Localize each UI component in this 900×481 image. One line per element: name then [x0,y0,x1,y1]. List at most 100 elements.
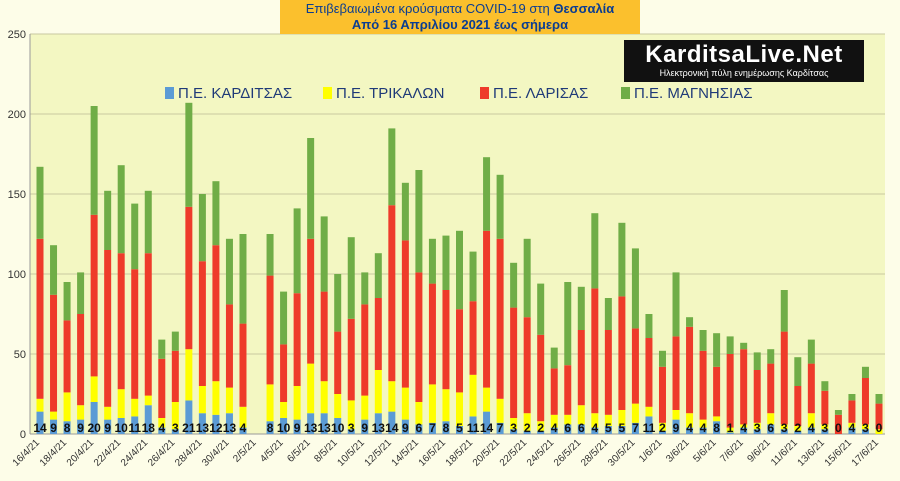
bar-larisa-29/4/21 [212,245,220,382]
bar-magnisia-8/6/21 [753,352,761,370]
bar-magnisia-11/5/21 [374,253,382,298]
data-label-18/5/21: 11 [467,421,480,435]
y-tick-label-250: 250 [8,29,26,41]
x-tick-label-5/6/21: 5/6/21 [691,437,719,465]
bar-larisa-2/6/21 [672,336,680,410]
x-tick-label-28/4/21: 28/4/21 [173,437,205,469]
data-label-3/5/21: 8 [267,421,274,435]
bar-trikala-7/5/21 [320,381,328,414]
bar-trikala-13/6/21 [821,424,829,430]
bar-larisa-6/6/21 [726,354,734,428]
bar-karditsa-18/5/21 [469,416,477,434]
bar-magnisia-26/5/21 [577,286,585,330]
bar-trikala-21/5/21 [510,418,518,430]
bar-karditsa-23/5/21 [537,430,545,434]
data-label-3/6/21: 4 [686,421,693,435]
bar-magnisia-31/5/21 [645,314,653,338]
data-label-4/5/21: 10 [277,421,291,435]
x-tick-label-11/6/21: 11/6/21 [769,437,800,468]
bar-magnisia-28/5/21 [604,298,612,330]
bar-larisa-21/5/21 [510,307,518,418]
data-label-17/4/21: 9 [50,421,57,435]
bar-larisa-20/4/21 [90,214,98,377]
bar-trikala-6/5/21 [307,363,315,414]
bar-karditsa-24/5/21 [550,427,558,434]
bar-karditsa-31/5/21 [645,416,653,434]
data-label-8/5/21: 10 [331,421,345,435]
x-tick-label-16/4/21: 16/4/21 [11,437,43,469]
bar-larisa-9/6/21 [767,363,775,414]
data-label-16/6/21: 3 [862,421,869,435]
bar-larisa-27/4/21 [185,206,193,350]
data-label-17/5/21: 5 [456,421,463,435]
legend-label-larisa: Π.Ε. ΛΑΡΙΣΑΣ [493,85,589,102]
x-tick-label-14/5/21: 14/5/21 [390,437,422,469]
bar-trikala-30/4/21 [225,387,233,414]
chart-title-line1: Επιβεβαιωμένα κρούσματα COVID-19 στη Θεσ… [280,1,640,17]
bar-magnisia-3/5/21 [266,234,274,276]
bar-trikala-16/6/21 [861,424,869,430]
bar-karditsa-21/5/21 [510,429,518,434]
bar-larisa-18/4/21 [63,320,71,393]
x-tick-label-22/4/21: 22/4/21 [92,437,124,469]
bar-magnisia-6/6/21 [726,336,734,354]
x-tick-label-6/5/21: 6/5/21 [285,437,313,465]
bar-trikala-3/6/21 [686,413,694,428]
x-tick-label-16/5/21: 16/5/21 [417,437,449,469]
bar-magnisia-5/6/21 [713,333,721,367]
bar-magnisia-17/4/21 [50,245,58,295]
bar-karditsa-10/5/21 [361,419,369,434]
bar-trikala-15/5/21 [428,384,436,423]
bar-larisa-22/5/21 [523,317,531,414]
bar-magnisia-13/5/21 [401,182,409,241]
bar-magnisia-15/6/21 [848,394,856,401]
bar-larisa-13/6/21 [821,390,829,425]
y-tick-label-50: 50 [14,349,26,361]
bar-larisa-21/4/21 [104,250,112,407]
bar-karditsa-5/6/21 [713,421,721,434]
bar-karditsa-8/6/21 [753,429,761,434]
data-label-31/5/21: 11 [643,421,656,435]
bar-magnisia-17/5/21 [456,230,463,310]
bar-magnisia-11/6/21 [794,357,802,386]
bar-larisa-17/6/21 [875,403,883,430]
bar-larisa-16/4/21 [36,238,44,399]
bar-larisa-12/6/21 [807,363,815,414]
chart-title-text: Επιβεβαιωμένα κρούσματα COVID-19 στη [305,1,550,16]
bar-larisa-1/6/21 [658,366,666,423]
data-label-28/4/21: 13 [196,421,210,435]
bar-karditsa-29/4/21 [212,414,220,434]
bar-magnisia-17/6/21 [875,394,883,404]
bar-magnisia-14/6/21 [834,410,842,415]
data-label-5/6/21: 8 [713,421,720,435]
bar-magnisia-23/5/21 [537,283,545,335]
bar-magnisia-27/5/21 [591,213,599,289]
bar-trikala-24/4/21 [144,395,152,406]
bar-magnisia-3/6/21 [686,317,694,327]
bar-trikala-19/4/21 [77,405,85,420]
bar-karditsa-20/4/21 [90,402,98,434]
bar-karditsa-20/5/21 [496,422,504,434]
bar-karditsa-10/6/21 [780,429,788,434]
data-label-26/5/21: 6 [578,421,585,435]
bar-trikala-2/6/21 [672,410,680,420]
bar-magnisia-16/4/21 [36,166,44,239]
bar-karditsa-28/5/21 [604,426,612,434]
x-tick-label-24/5/21: 24/5/21 [525,437,557,469]
bar-trikala-13/5/21 [401,387,409,420]
bar-karditsa-3/5/21 [266,421,274,434]
data-label-1/6/21: 2 [659,421,666,435]
data-label-11/6/21: 2 [794,421,801,435]
bar-trikala-14/5/21 [415,402,423,425]
x-tick-label-7/6/21: 7/6/21 [718,437,746,465]
bar-magnisia-26/4/21 [171,331,179,351]
data-label-16/4/21: 14 [33,421,47,435]
bar-trikala-10/5/21 [361,395,369,420]
data-label-5/5/21: 9 [294,421,301,435]
bar-magnisia-10/6/21 [780,290,788,332]
data-label-11/5/21: 13 [372,421,386,435]
data-label-6/5/21: 13 [304,421,318,435]
bar-magnisia-24/4/21 [144,190,152,254]
data-label-16/5/21: 8 [443,421,450,435]
